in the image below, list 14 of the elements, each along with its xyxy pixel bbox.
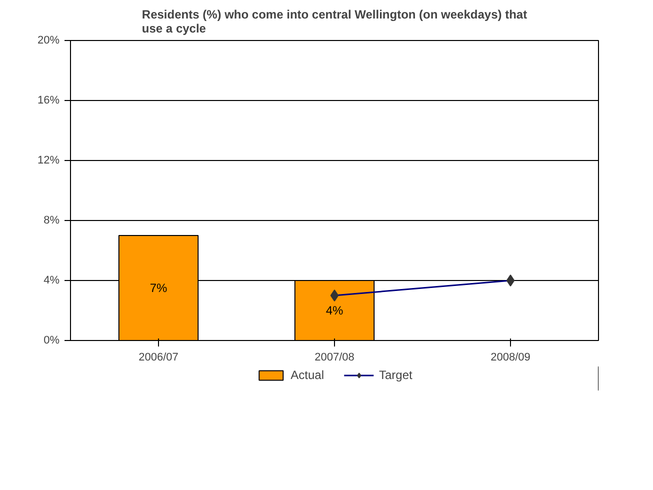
- x-tick-label: 2007/08: [314, 352, 354, 364]
- data-label: 7%: [150, 281, 168, 295]
- y-tick-label: 8%: [44, 214, 60, 226]
- x-tick-label: 2006/07: [138, 352, 178, 364]
- legend-label: Target: [379, 368, 412, 382]
- y-tick-label: 20%: [37, 34, 60, 46]
- y-tick-label: 16%: [37, 94, 60, 106]
- x-tick-label: 2008/09: [490, 352, 530, 364]
- legend-label: Actual: [290, 368, 324, 382]
- y-tick-label: 12%: [37, 154, 60, 166]
- y-tick-label: 0%: [44, 334, 60, 346]
- data-label: 4%: [326, 304, 344, 318]
- y-tick-label: 4%: [44, 274, 60, 286]
- chart-title: Residents (%) who come into central Wellington (on weekdays) that use a cycle: [142, 8, 528, 36]
